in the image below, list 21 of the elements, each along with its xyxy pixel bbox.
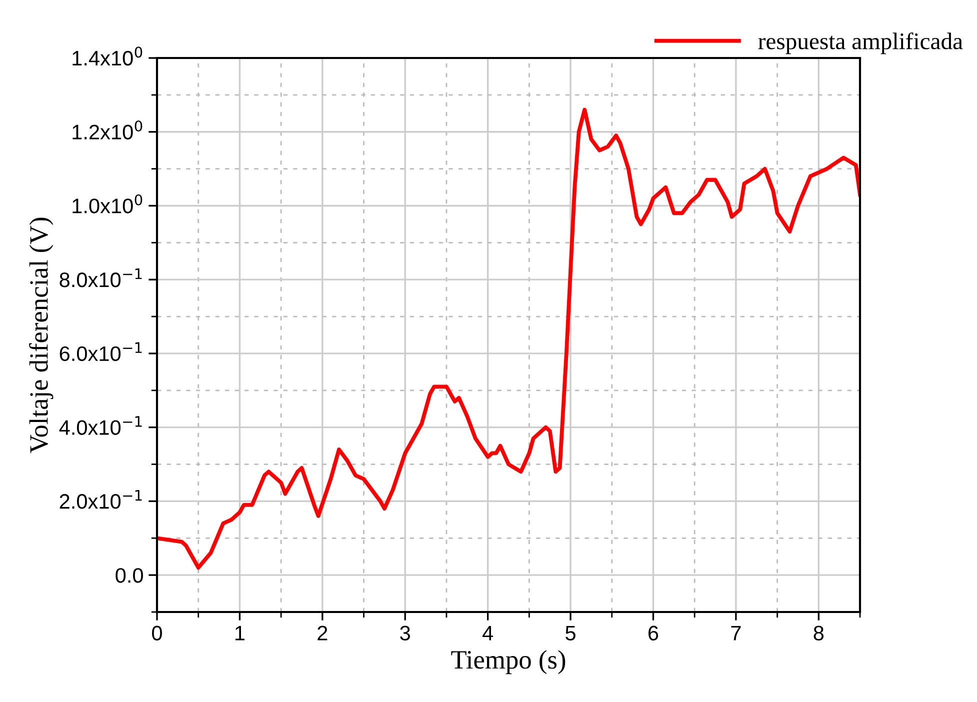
x-tick-label: 3 xyxy=(400,626,410,640)
y-tick-label: 4.0x10$^{−1}$ xyxy=(59,416,142,435)
y-tick-label: 1.4x10$^{0}$ xyxy=(72,46,142,66)
y-tick-label: 8.0x10$^{−1}$ xyxy=(60,268,142,288)
x-axis-title: Tiempo (s) xyxy=(451,650,566,674)
x-tick-label: 2 xyxy=(318,626,328,640)
y-tick-label: 1.2x10$^{0}$ xyxy=(72,120,142,140)
y-tick-label: 0.0 xyxy=(116,568,143,583)
x-tick-label: 5 xyxy=(566,626,576,640)
x-tick-label: 8 xyxy=(814,626,824,640)
x-tick-label: 0 xyxy=(152,626,162,640)
y-axis-title: Voltaje diferencial (V) xyxy=(29,218,54,454)
x-tick-label: 6 xyxy=(648,626,658,640)
x-tick-label: 4 xyxy=(482,626,494,640)
x-tick-label: 1 xyxy=(236,626,244,640)
line-series xyxy=(157,108,860,570)
y-tick-label: 6.0x10$^{−1}$ xyxy=(60,342,142,362)
y-tick-label: 1.0x10$^{0}$ xyxy=(72,194,142,214)
legend-label: respuesta amplificada xyxy=(758,32,963,54)
x-tick-label: 7 xyxy=(731,626,741,640)
y-tick-label: 2.0x10$^{−1}$ xyxy=(60,490,142,509)
